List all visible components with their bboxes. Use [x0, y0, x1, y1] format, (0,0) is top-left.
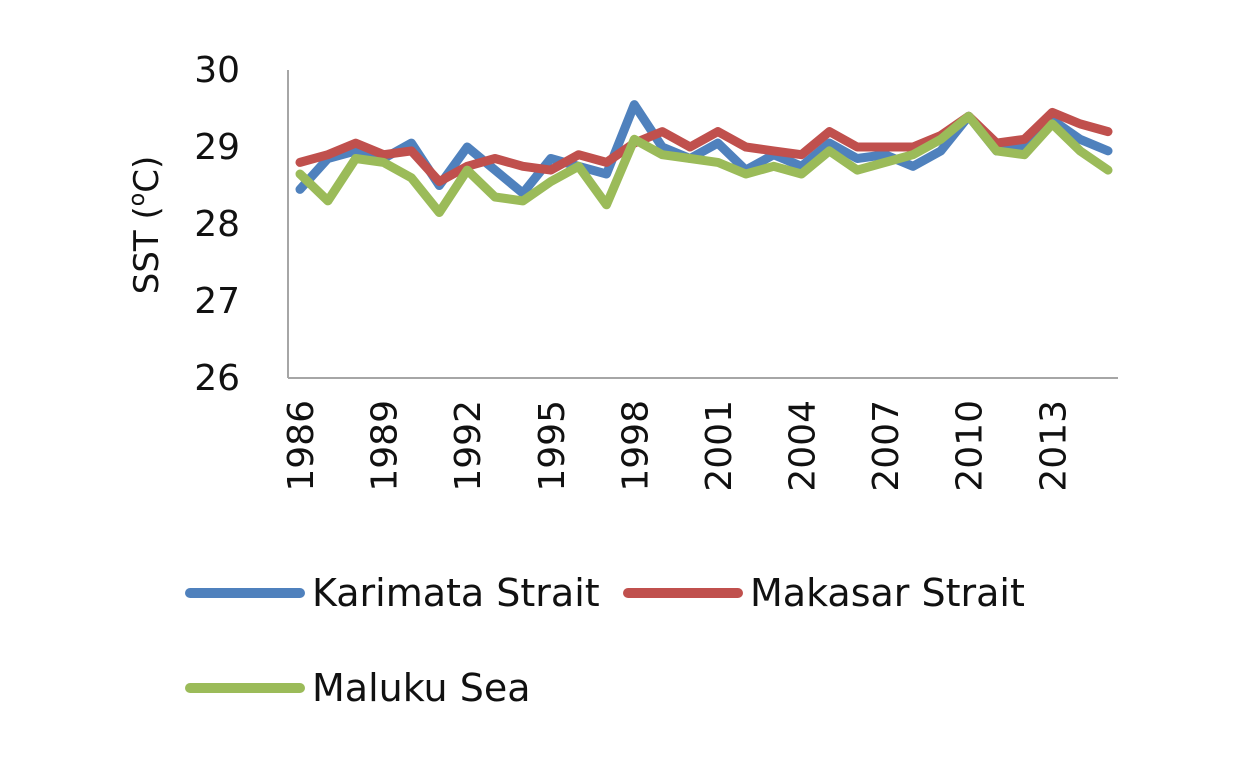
- axes: [287, 70, 1118, 379]
- y-axis-title-base: SST (: [127, 206, 167, 294]
- x-tick-label: 2013: [1033, 400, 1074, 492]
- x-tick-label: 1992: [448, 400, 489, 492]
- x-tick-label: 2007: [866, 400, 907, 492]
- y-axis-title-superscript: o: [125, 193, 150, 206]
- series-lines: [295, 100, 1113, 217]
- y-axis-title-unit: C): [127, 156, 167, 193]
- y-tick-label: 30: [194, 50, 240, 91]
- x-tick-label: 2004: [783, 400, 824, 492]
- legend-label-karimata-strait: Karimata Strait: [312, 571, 600, 615]
- x-tick-label: 1995: [532, 400, 573, 492]
- x-tick-label: 1989: [365, 400, 406, 492]
- series-line-maluku-sea: [295, 111, 1113, 217]
- y-tick-labels: 26 27 28 29 30: [194, 50, 240, 399]
- legend-label-makasar-strait: Makasar Strait: [750, 571, 1025, 615]
- y-tick-label: 27: [194, 281, 240, 322]
- legend-label-maluku-sea: Maluku Sea: [312, 666, 531, 710]
- x-tick-label: 1998: [615, 400, 656, 492]
- y-tick-label: 28: [194, 204, 240, 245]
- series-line-karimata-strait: [295, 100, 1113, 198]
- y-tick-label: 26: [194, 358, 240, 399]
- x-tick-label: 2001: [699, 400, 740, 492]
- x-tick-label: 1986: [281, 400, 322, 492]
- y-tick-label: 29: [194, 127, 240, 168]
- legend: Karimata Strait Makasar Strait Maluku Sea: [185, 571, 1025, 710]
- x-tick-labels: 1986 1989 1992 1995 1998 2001 2004 2007 2010 2013: [281, 400, 1074, 492]
- x-tick-label: 2010: [950, 400, 991, 492]
- y-axis-title: SST (oC): [125, 156, 167, 295]
